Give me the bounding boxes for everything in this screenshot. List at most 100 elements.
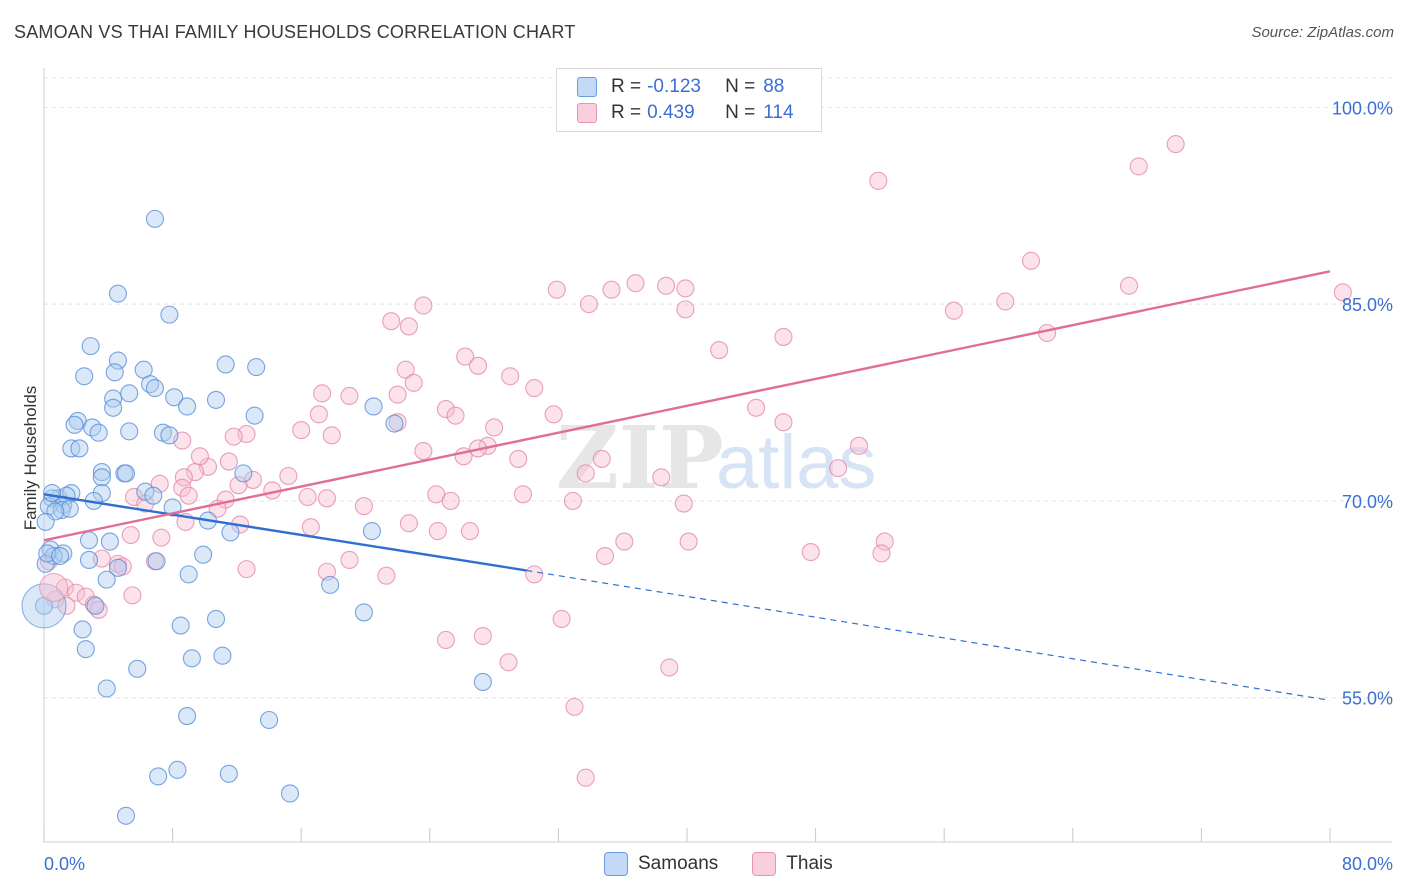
samoan-point: [280, 784, 299, 803]
samoan-point: [362, 522, 381, 541]
thai-point: [108, 554, 127, 573]
thai-point: [243, 470, 263, 489]
thai-point: [404, 373, 423, 392]
legend-row-thais: R = 0.439 N = 114: [577, 100, 794, 126]
thai-point: [279, 466, 298, 486]
thai-point: [660, 658, 679, 677]
samoans-swatch: [577, 77, 597, 97]
thai-point: [869, 171, 888, 190]
samoan-point: [104, 398, 123, 417]
thai-point: [576, 464, 595, 483]
thai-point: [468, 356, 488, 375]
chart-title: SAMOAN VS THAI FAMILY HOUSEHOLDS CORRELA…: [14, 22, 576, 42]
samoan-point: [100, 532, 119, 551]
thai-point: [190, 447, 209, 466]
samoan-point: [60, 499, 79, 518]
thai-point: [1129, 157, 1148, 176]
samoan-point: [76, 640, 95, 659]
thai-point: [996, 292, 1015, 311]
samoans-legend-swatch: [604, 852, 628, 876]
thai-point: [309, 405, 328, 424]
samoans-regression-extension: [526, 569, 1331, 701]
thai-point: [710, 341, 729, 360]
gridlines: [44, 77, 1392, 699]
thai-point: [1021, 251, 1041, 270]
thai-point: [1333, 283, 1352, 302]
thai-point: [592, 449, 611, 468]
samoan-point: [89, 423, 108, 442]
thai-point: [501, 367, 520, 386]
thai-point: [944, 301, 963, 320]
samoan-point: [70, 439, 89, 458]
samoan-point: [105, 363, 124, 382]
samoan-point: [364, 397, 383, 416]
thai-point: [499, 653, 518, 672]
samoan-point: [128, 659, 147, 678]
thai-point: [179, 486, 198, 505]
thai-point: [657, 276, 676, 295]
samoan-point: [168, 760, 187, 779]
thai-point: [399, 514, 418, 533]
thai-point: [354, 497, 373, 516]
tick-labels: 100.0% 85.0% 70.0% 55.0% 0.0% 80.0%: [44, 98, 1393, 874]
thai-point: [460, 522, 480, 541]
thai-point: [123, 586, 142, 605]
thai-point: [774, 413, 793, 432]
samoan-point: [145, 379, 164, 398]
samoan-point: [120, 384, 139, 403]
chart-source: Source: ZipAtlas.com: [1251, 24, 1394, 41]
thai-point: [473, 626, 492, 646]
thai-point: [150, 474, 169, 493]
thai-point: [229, 476, 248, 495]
thai-point: [441, 491, 460, 510]
samoan-point: [108, 284, 127, 303]
legend-item-samoans: Samoans: [604, 852, 718, 876]
thai-point: [485, 418, 504, 437]
thai-point: [747, 398, 766, 417]
samoan-point: [108, 351, 127, 370]
thai-point: [436, 630, 455, 650]
samoan-point: [165, 388, 184, 407]
thai-point: [615, 532, 634, 551]
thai-point: [1166, 135, 1185, 154]
samoan-point: [213, 646, 232, 665]
x-tick-label: 80.0%: [1342, 854, 1393, 874]
thai-point: [301, 518, 320, 537]
samoan-point: [194, 545, 213, 564]
thai-point: [626, 274, 645, 293]
watermark-zip: ZIP: [556, 408, 724, 509]
samoan-point: [147, 552, 166, 571]
samoan-point: [42, 483, 62, 503]
thai-point: [317, 489, 336, 508]
samoan-point: [178, 707, 197, 726]
series-legend: Samoans Thais: [604, 852, 867, 876]
y-tick-label: 85.0%: [1342, 295, 1393, 315]
correlation-legend: R = -0.123 N = 88 R = 0.439 N = 114: [556, 68, 822, 132]
thais-swatch: [577, 103, 597, 123]
samoan-point: [97, 679, 116, 698]
thais-legend-label: Thais: [786, 853, 833, 874]
samoan-point: [73, 620, 92, 639]
samoan-point: [206, 390, 226, 409]
samoan-point: [79, 550, 99, 569]
samoan-point: [247, 358, 266, 377]
thai-point: [292, 421, 311, 440]
samoan-point: [51, 546, 70, 566]
thai-point: [414, 442, 433, 461]
n-value: 114: [763, 102, 794, 123]
r-label: R =: [611, 76, 642, 97]
samoan-point: [108, 558, 127, 577]
axes: [43, 68, 1392, 843]
samoan-point: [79, 531, 99, 550]
samoan-point: [104, 389, 123, 408]
thai-point: [829, 459, 848, 478]
thai-point: [388, 385, 407, 404]
samoans-regression-line: [43, 493, 527, 572]
thai-point: [340, 550, 359, 569]
y-tick-label: 100.0%: [1332, 98, 1393, 118]
samoan-point: [219, 764, 238, 783]
samoan-point: [245, 406, 264, 425]
samoan-point: [145, 209, 164, 228]
thai-point: [525, 565, 544, 584]
thais-regression-line: [43, 270, 1331, 542]
